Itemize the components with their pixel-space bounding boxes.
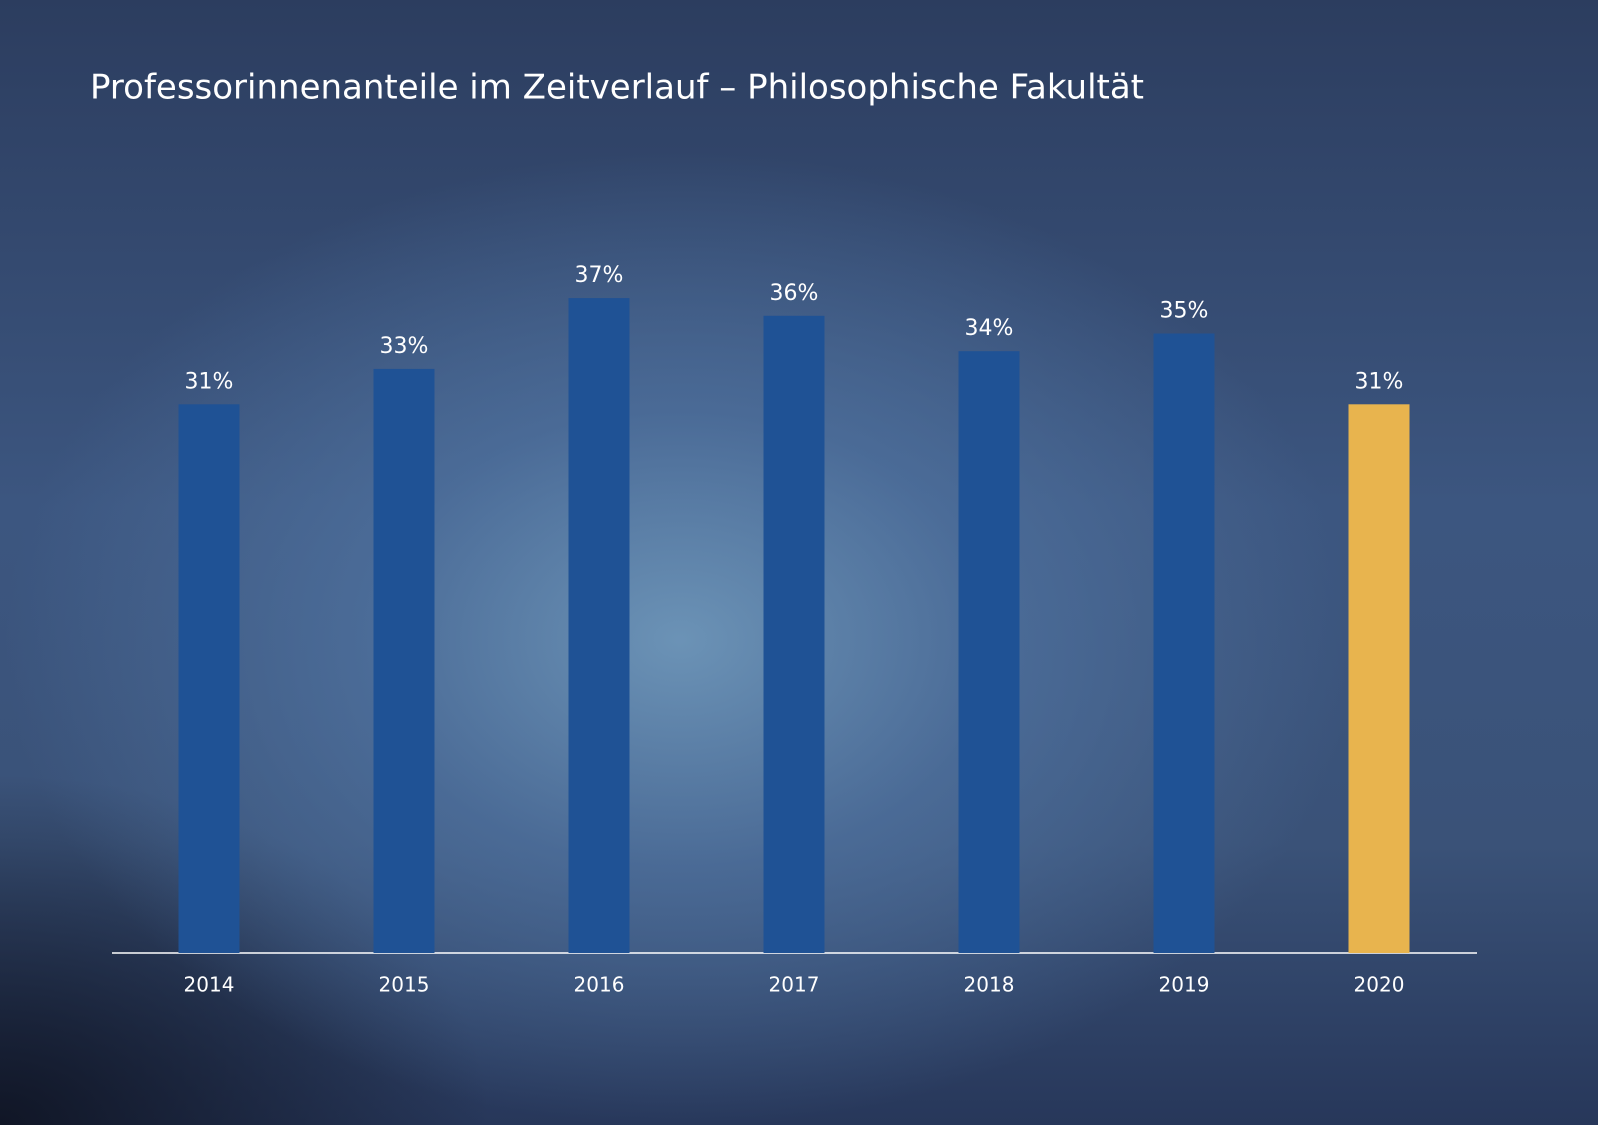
bar [763,315,825,953]
x-tick-label: 2015 [379,973,430,997]
bar [1348,404,1410,953]
value-label: 37% [575,263,624,288]
value-label: 33% [380,334,429,359]
x-tick-label: 2016 [574,973,625,997]
bar [178,404,240,953]
x-tick-label: 2020 [1354,973,1405,997]
bar [1153,333,1215,953]
value-label: 31% [1355,369,1404,394]
value-label: 31% [185,369,234,394]
bar [373,368,435,953]
value-label: 36% [770,281,819,306]
x-tick-label: 2017 [769,973,820,997]
value-label: 35% [1160,299,1209,324]
value-label: 34% [965,316,1014,341]
x-tick-label: 2018 [964,973,1015,997]
x-tick-label: 2019 [1159,973,1210,997]
chart-title: Professorinnenanteile im Zeitverlauf – P… [90,68,1144,108]
x-tick-label: 2014 [184,973,235,997]
bar [958,351,1020,953]
bar [568,298,630,954]
